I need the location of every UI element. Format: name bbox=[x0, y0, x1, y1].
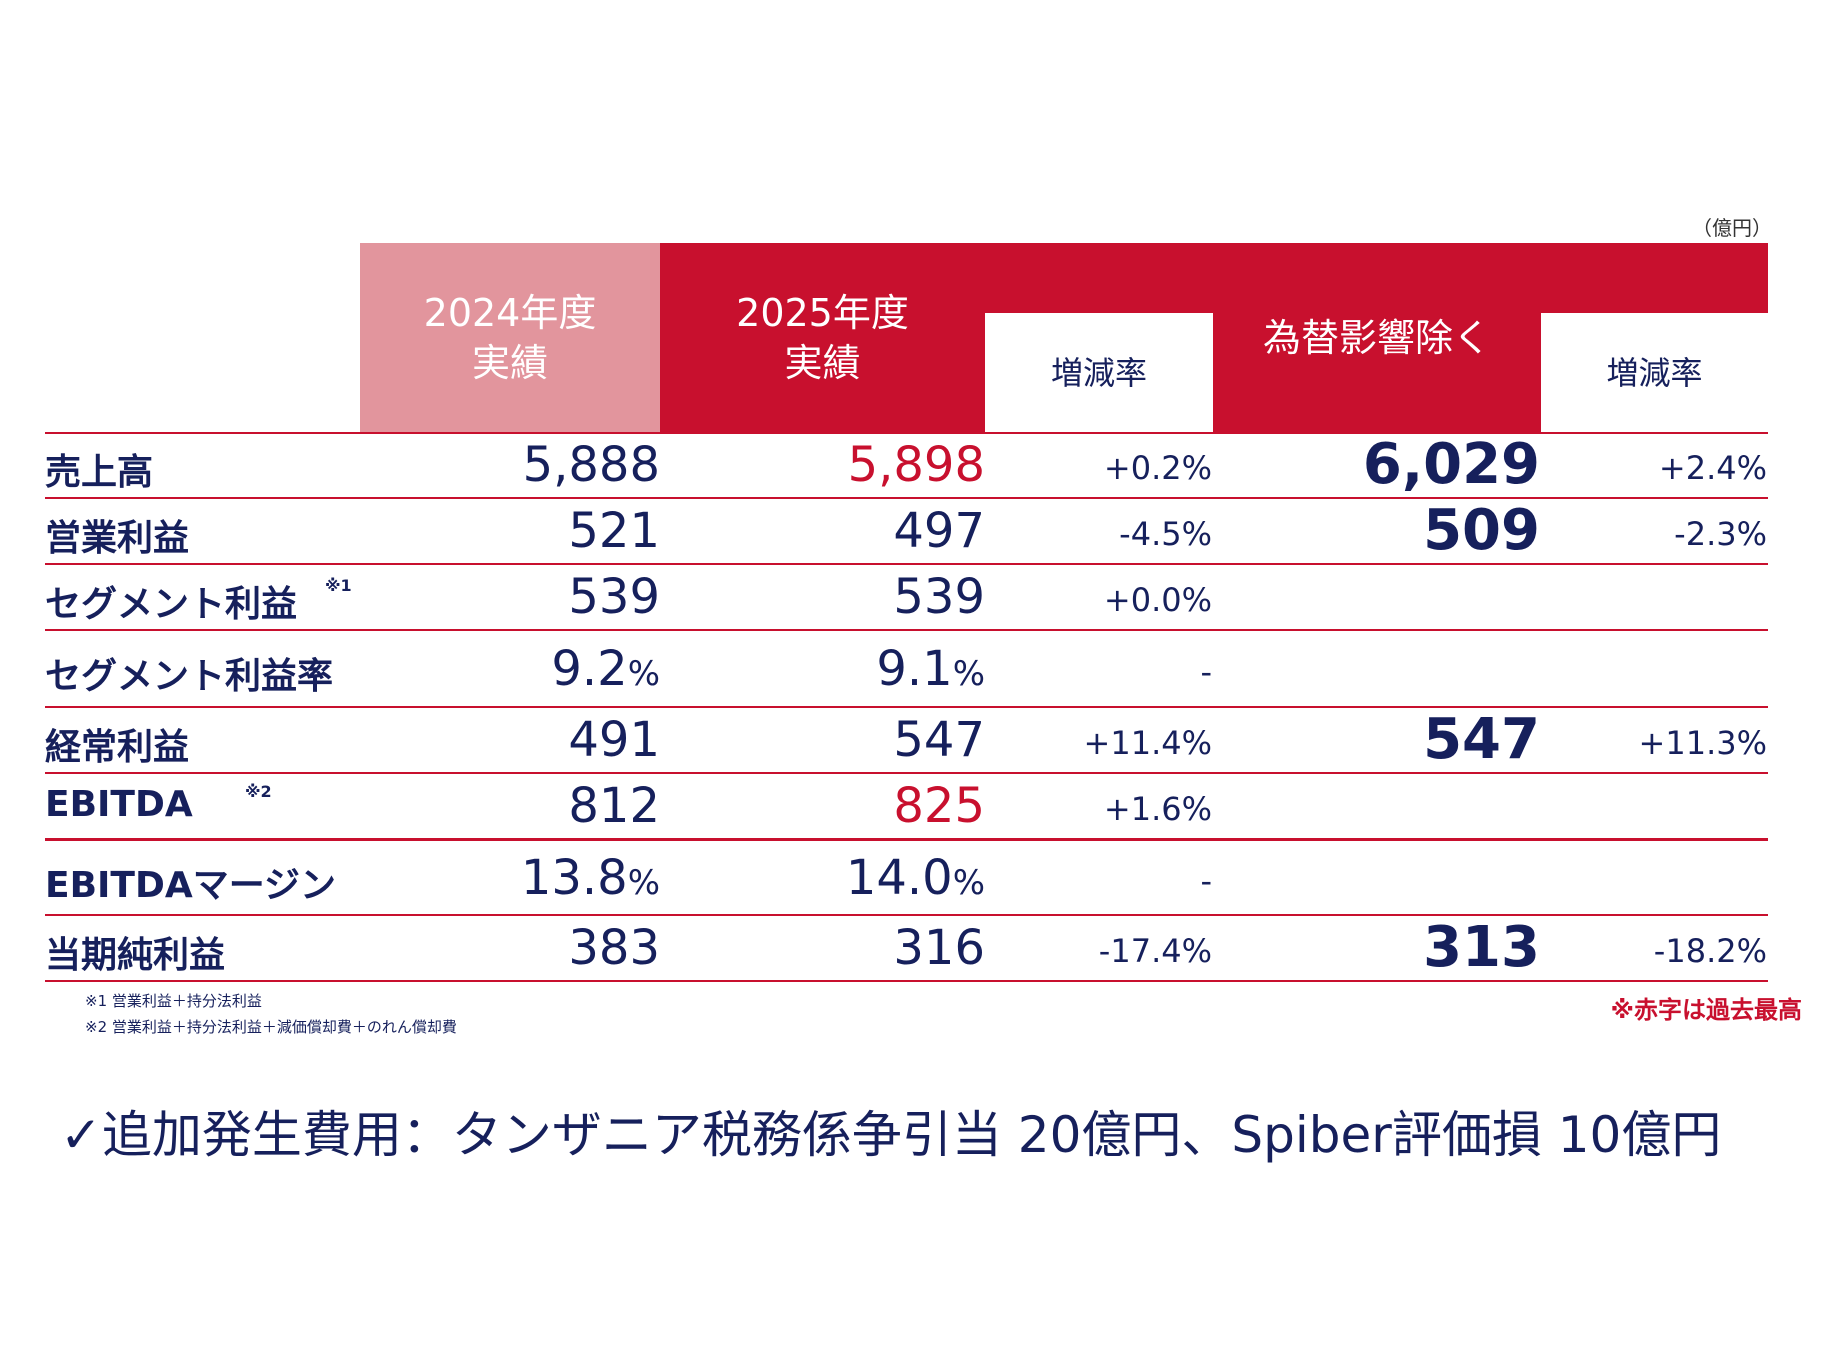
fx-operating-profit: 509 bbox=[1423, 498, 1540, 563]
fx-net-income: 313 bbox=[1423, 915, 1540, 980]
header-change: 増減率 bbox=[985, 313, 1213, 433]
change-ordinary-profit: +11.4% bbox=[1083, 724, 1212, 762]
header-fy2024-line2: 実績 bbox=[471, 341, 548, 385]
row-divider bbox=[45, 629, 1768, 631]
change-operating-profit: -4.5% bbox=[1119, 515, 1212, 553]
header-fx-change: 増減率 bbox=[1541, 313, 1768, 433]
fx-change-sales: +2.4% bbox=[1658, 449, 1767, 487]
header-fx-label: 為替影響除く bbox=[1262, 316, 1491, 360]
fy2024-segment-profit: 539 bbox=[568, 569, 660, 625]
row-label-net-income: 当期純利益 bbox=[45, 935, 226, 976]
record-high-note: ※赤字は過去最高 bbox=[1610, 996, 1802, 1024]
row-label-ebitda: EBITDA bbox=[45, 784, 193, 825]
fx-change-net-income: -18.2% bbox=[1653, 932, 1767, 970]
change-ebitda: +1.6% bbox=[1103, 790, 1212, 828]
additional-costs-note: ✓追加発生費用：タンザニア税務係争引当 20億円、Spiber評価損 10億円 bbox=[60, 1106, 1722, 1164]
fy2025-segment-margin: 9.1% bbox=[876, 641, 985, 697]
row-label-ebitda-margin: EBITDAマージン bbox=[45, 865, 337, 906]
fy2025-segment-margin-value: 9.1 bbox=[876, 641, 953, 697]
fy2024-ebitda-margin-value: 13.8 bbox=[520, 850, 628, 906]
fy2024-net-income: 383 bbox=[568, 920, 660, 976]
fy2024-ordinary-profit: 491 bbox=[568, 712, 660, 768]
footnote-2: ※2 営業利益＋持分法利益＋減価償却費＋のれん償却費 bbox=[85, 1018, 457, 1036]
unit-label: （億円） bbox=[1692, 216, 1772, 240]
change-sales: +0.2% bbox=[1103, 449, 1212, 487]
fy2024-sales: 5,888 bbox=[522, 437, 660, 493]
fy2025-net-income: 316 bbox=[893, 920, 985, 976]
note-marker-2: ※2 bbox=[245, 782, 272, 801]
fx-sales: 6,029 bbox=[1362, 432, 1540, 497]
row-label-sales: 売上高 bbox=[45, 452, 154, 493]
row-divider bbox=[45, 772, 1768, 774]
footnote-1: ※1 営業利益＋持分法利益 bbox=[85, 992, 262, 1010]
row-divider bbox=[45, 838, 1768, 841]
row-divider bbox=[45, 432, 1768, 434]
fx-change-operating-profit: -2.3% bbox=[1674, 515, 1767, 553]
fy2024-ebitda-margin: 13.8% bbox=[521, 850, 660, 906]
header-fy2025-line1: 2025年度 bbox=[736, 291, 909, 335]
note-marker-1: ※1 bbox=[325, 576, 352, 595]
fy2024-ebitda: 812 bbox=[568, 778, 660, 834]
change-ebitda-margin: - bbox=[1200, 862, 1212, 900]
percent-unit: % bbox=[952, 654, 985, 694]
header-fy2025-line2: 実績 bbox=[784, 341, 861, 385]
fy2025-ordinary-profit: 547 bbox=[893, 712, 985, 768]
fy2025-segment-profit: 539 bbox=[893, 569, 985, 625]
fx-ordinary-profit: 547 bbox=[1423, 707, 1540, 772]
percent-unit: % bbox=[627, 654, 660, 694]
percent-unit: % bbox=[952, 863, 985, 903]
row-divider bbox=[45, 980, 1768, 982]
fy2024-segment-margin: 9.2% bbox=[551, 641, 660, 697]
row-label-ordinary-profit: 経常利益 bbox=[45, 727, 190, 768]
header-fy2024: 2024年度 実績 bbox=[360, 243, 660, 433]
row-divider bbox=[45, 914, 1768, 916]
header-change-label: 増減率 bbox=[1050, 354, 1147, 392]
header-fx: 為替影響除く bbox=[1213, 243, 1541, 433]
fy2024-operating-profit: 521 bbox=[568, 503, 660, 559]
fy2025-ebitda-margin-value: 14.0 bbox=[845, 850, 953, 906]
fy2025-ebitda-margin: 14.0% bbox=[846, 850, 985, 906]
change-segment-profit: +0.0% bbox=[1103, 581, 1212, 619]
row-divider bbox=[45, 706, 1768, 708]
header-fy2024-line1: 2024年度 bbox=[423, 291, 597, 335]
header-fy2025: 2025年度 実績 bbox=[660, 243, 985, 433]
row-label-segment-profit: セグメント利益 bbox=[45, 584, 298, 625]
fy2024-segment-margin-value: 9.2 bbox=[551, 641, 628, 697]
row-divider bbox=[45, 563, 1768, 565]
row-divider bbox=[45, 497, 1768, 499]
change-net-income: -17.4% bbox=[1098, 932, 1212, 970]
row-label-segment-margin: セグメント利益率 bbox=[45, 656, 334, 697]
fy2025-operating-profit: 497 bbox=[893, 503, 985, 559]
fy2025-sales: 5,898 bbox=[847, 437, 985, 493]
header-fx-change-label: 増減率 bbox=[1606, 354, 1703, 392]
fy2025-ebitda: 825 bbox=[893, 778, 985, 834]
fx-change-ordinary-profit: +11.3% bbox=[1638, 724, 1767, 762]
percent-unit: % bbox=[627, 863, 660, 903]
change-segment-margin: - bbox=[1200, 653, 1212, 691]
row-label-operating-profit: 営業利益 bbox=[45, 518, 190, 559]
